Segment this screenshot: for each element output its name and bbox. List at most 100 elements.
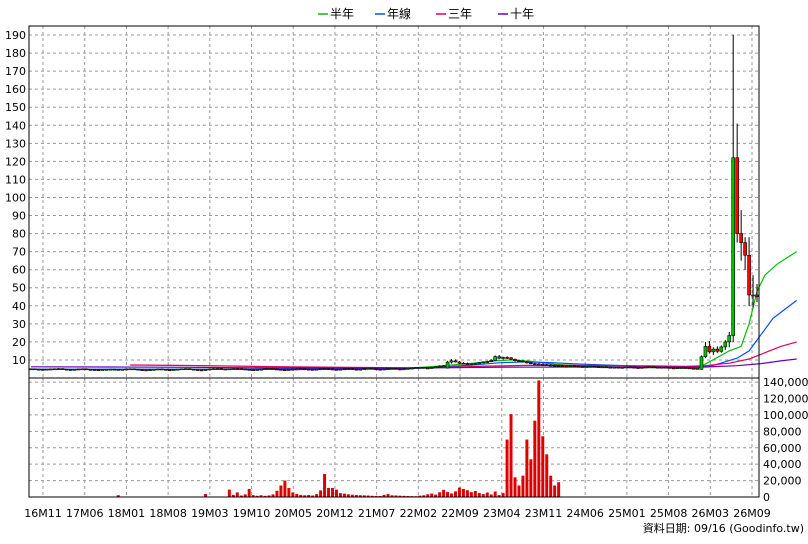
volume-tick-label: 120,000 xyxy=(763,393,808,406)
volume-bar xyxy=(446,491,450,497)
candle-body xyxy=(723,341,728,348)
candle-body xyxy=(560,365,565,368)
candle-body xyxy=(656,366,660,369)
candle-body xyxy=(64,368,69,371)
volume-bar xyxy=(291,492,295,497)
candle-body xyxy=(231,368,236,370)
candle-body xyxy=(322,368,327,370)
candle-body xyxy=(588,365,593,368)
volume-bar xyxy=(430,493,434,497)
volume-bar xyxy=(497,495,501,497)
candle-body xyxy=(711,348,716,353)
volume-bar xyxy=(438,492,442,497)
x-tick-label: 19M10 xyxy=(233,507,271,520)
candle-body xyxy=(727,335,732,343)
candle-body xyxy=(517,360,521,362)
candle-body xyxy=(414,367,418,369)
volume-tick-label: 140,000 xyxy=(763,376,808,389)
legend-label: 半年 xyxy=(330,7,354,21)
volume-bar xyxy=(418,495,422,497)
x-tick-label: 16M11 xyxy=(24,507,62,520)
volume-tick-label: 20,000 xyxy=(763,475,802,488)
candle-body xyxy=(374,368,378,371)
candle-body xyxy=(477,362,482,364)
volume-bar xyxy=(315,494,319,497)
volume-bar xyxy=(517,485,521,497)
volume-bar xyxy=(279,485,283,497)
x-tick-label: 25M08 xyxy=(650,507,688,520)
volume-bar xyxy=(398,495,402,497)
candle-body xyxy=(525,361,529,364)
volume-bar xyxy=(521,475,525,497)
volume-bar xyxy=(473,491,477,497)
candle-body xyxy=(544,364,549,366)
plot-frames xyxy=(28,25,760,498)
volume-bar xyxy=(493,491,497,497)
volume-bar xyxy=(334,489,338,497)
candle-body xyxy=(612,366,616,369)
candle-body xyxy=(302,368,307,371)
volume-bar xyxy=(541,436,545,497)
x-tick-label: 17M06 xyxy=(66,507,104,520)
volume-bar xyxy=(386,494,390,497)
candle-body xyxy=(620,367,624,369)
candle-body xyxy=(386,368,390,370)
candle-body xyxy=(509,357,513,360)
candle-body xyxy=(652,366,656,369)
volume-bar xyxy=(303,495,307,497)
candle-body xyxy=(425,367,430,370)
ma-line xyxy=(30,299,798,370)
candle-body xyxy=(453,360,458,363)
x-tick-label: 26M09 xyxy=(733,507,771,520)
volume-bar xyxy=(251,495,255,497)
x-tick-label: 20M12 xyxy=(316,507,354,520)
volume-bar xyxy=(362,495,366,497)
volume-bar xyxy=(553,485,557,497)
candle-body xyxy=(616,366,620,369)
volume-bar xyxy=(247,488,251,497)
candle-body xyxy=(92,369,97,371)
volume-bar xyxy=(311,495,315,497)
price-grid xyxy=(29,26,759,378)
volume-bar xyxy=(243,494,247,497)
price-tick-label: 30 xyxy=(12,318,26,331)
volume-bar xyxy=(457,487,461,497)
legend: 半年 年線 三年 十年 xyxy=(318,6,534,21)
volume-bar xyxy=(263,495,267,497)
x-tick-label: 25M01 xyxy=(608,507,646,520)
candle-body xyxy=(267,368,271,370)
volume-bar xyxy=(366,495,370,497)
candle-body xyxy=(140,369,144,371)
candle-body xyxy=(445,361,450,369)
candle-body xyxy=(755,294,759,298)
candle-body xyxy=(160,368,164,371)
x-tick-label: 23M04 xyxy=(483,507,521,520)
candle-body xyxy=(667,367,672,369)
volume-bar xyxy=(505,439,509,497)
candle-body xyxy=(116,369,121,371)
x-axis-labels: 16M11 17M06 18M01 18M08 19M03 19M10 20M05 20M12… xyxy=(24,507,771,520)
candle-body xyxy=(735,157,739,234)
volume-bar xyxy=(331,487,334,497)
candle-body xyxy=(437,365,442,368)
candle-body xyxy=(191,368,196,371)
candle-body xyxy=(247,369,251,371)
candle-body xyxy=(644,366,648,369)
legend-label: 年線 xyxy=(387,6,411,21)
volume-bar xyxy=(469,492,473,497)
data-date-footer: 資料日期: 09/16 (Goodinfo.tw) xyxy=(643,521,804,535)
candle-body xyxy=(219,368,224,370)
price-tick-label: 180 xyxy=(5,47,26,60)
x-tick-label: 22M02 xyxy=(400,507,438,520)
candle-body xyxy=(132,368,136,371)
candle-body xyxy=(731,157,735,336)
candle-body xyxy=(584,366,589,368)
x-tick-label: 21M07 xyxy=(358,507,396,520)
candle-body xyxy=(552,364,557,367)
candle-body xyxy=(283,369,287,371)
candle-body xyxy=(175,368,180,371)
candle-body xyxy=(112,368,117,371)
price-tick-label: 20 xyxy=(12,336,26,349)
candle-body xyxy=(418,367,422,369)
volume-bar xyxy=(426,494,430,497)
